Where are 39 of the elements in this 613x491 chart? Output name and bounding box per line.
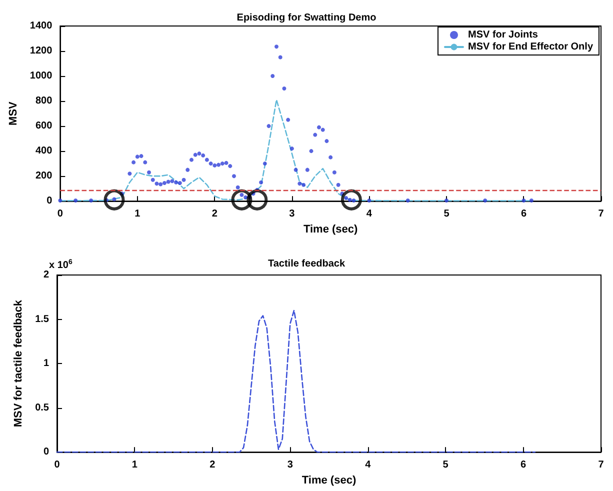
y-axis-title: MSV for tactile feedback [12, 299, 25, 428]
x-tick-label: 3 [287, 460, 294, 471]
y-tick-label: 0 [43, 446, 50, 458]
y-tick-label: 1000 [30, 70, 53, 82]
x-tick-label: 5 [444, 208, 450, 220]
y-tick-label: 800 [35, 96, 53, 107]
x-axis-title: Time (sec) [303, 224, 358, 236]
line-series [56, 310, 536, 453]
x-tick-label: 2 [210, 460, 216, 471]
y-tick-label: 1.5 [35, 314, 50, 325]
x-tick-label: 1 [132, 460, 138, 471]
x-tick-label: 6 [520, 208, 527, 220]
x-tick-label: 6 [520, 460, 527, 471]
legend-label: MSV for Joints [468, 30, 538, 40]
chart-title: Tactile feedback [268, 258, 346, 270]
y-tick-label: 0.5 [35, 402, 50, 414]
x-tick-label: 4 [365, 460, 372, 471]
line-series [59, 99, 532, 202]
y-tick-label: 0 [46, 196, 53, 207]
x-tick-label: 2 [212, 208, 218, 220]
y-tick-label: 400 [35, 146, 53, 157]
chart-title: Episoding for Swatting Demo [236, 12, 376, 24]
x-axis-title: Time (sec) [302, 474, 356, 486]
legend-label: MSV for End Effector Only [468, 42, 594, 52]
x-tick-label: 0 [54, 460, 60, 471]
y-tick-label: 600 [35, 120, 53, 132]
y-tick-label: 1 [43, 358, 50, 370]
x-tick-label: 4 [366, 208, 372, 220]
x-tick-label: 3 [289, 208, 296, 220]
y-tick-label: 2 [43, 270, 50, 280]
y-tick-label: 200 [35, 170, 53, 182]
x-tick-label: 1 [134, 208, 141, 220]
x-tick-label: 7 [598, 208, 604, 220]
x-tick-label: 0 [57, 208, 64, 220]
y-tick-label: 1400 [30, 20, 53, 32]
x-tick-label: 5 [442, 460, 449, 471]
x-tick-label: 7 [598, 460, 604, 471]
y-axis-title: MSV [8, 100, 20, 126]
y-tick-label: 1200 [30, 46, 53, 57]
